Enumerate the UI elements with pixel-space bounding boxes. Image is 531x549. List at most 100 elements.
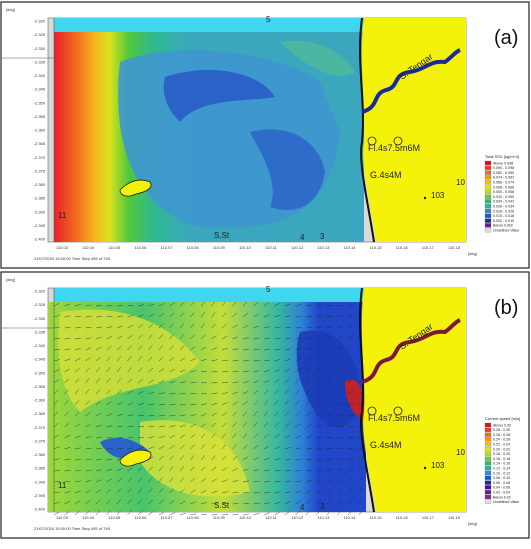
flow-arrow [53, 411, 58, 417]
flow-arrow [337, 468, 343, 472]
flow-arrow [179, 501, 186, 505]
flow-arrow [127, 402, 134, 406]
x-tick-label: 110.09 [213, 515, 226, 520]
flow-arrow [169, 392, 176, 395]
flow-arrow [305, 489, 312, 494]
flow-arrow [158, 323, 164, 329]
map-label: 5 [266, 15, 271, 24]
y-axis-unit: [deg] [6, 7, 15, 12]
flow-arrow [274, 379, 280, 384]
flow-arrow [179, 489, 185, 494]
flow-arrow [53, 338, 60, 340]
flow-arrow [211, 392, 218, 395]
flow-arrow [347, 378, 353, 384]
flow-arrow [169, 466, 174, 472]
flow-arrow [295, 411, 301, 417]
flow-arrow [284, 348, 291, 351]
flow-arrow [316, 389, 321, 395]
flow-arrow [200, 433, 206, 439]
flow-arrow [116, 437, 123, 439]
flow-arrow [127, 447, 134, 450]
x-tick-label: 110.15 [370, 515, 383, 520]
x-tick-label: 110.08 [187, 245, 200, 250]
y-tick-label: -2.370 [34, 425, 46, 430]
flow-arrow [263, 492, 270, 494]
flow-arrow [284, 423, 290, 428]
flow-arrow [242, 325, 249, 329]
flow-arrow [347, 390, 354, 395]
flow-arrow [116, 510, 121, 516]
flow-arrow [179, 357, 186, 362]
x-tick-label: 110.12 [291, 515, 304, 520]
x-tick-label: 110.14 [343, 515, 356, 520]
x-axis-unit: [deg] [468, 521, 477, 526]
flow-arrow [316, 400, 322, 406]
flow-arrow [316, 336, 323, 340]
flow-arrow [221, 514, 228, 516]
flow-arrow [190, 403, 197, 406]
flow-arrow [85, 337, 92, 340]
flow-arrow [358, 499, 363, 505]
legend-swatch [484, 213, 492, 218]
flow-arrow [53, 314, 60, 318]
flow-arrow [263, 349, 270, 351]
flow-arrow [326, 346, 332, 351]
flow-arrow [211, 478, 217, 483]
legend-swatch [484, 437, 492, 442]
flow-arrow [337, 478, 343, 483]
flow-arrow [284, 400, 289, 406]
flow-arrow [305, 304, 312, 307]
flow-arrow [221, 479, 228, 483]
map-label: 103 [431, 191, 445, 200]
flow-arrow [74, 480, 81, 483]
flow-arrow [305, 400, 311, 406]
flow-arrow [179, 334, 185, 340]
flow-arrow [242, 390, 249, 395]
flow-arrow [221, 467, 228, 472]
flow-arrow [284, 338, 291, 340]
flow-arrow [127, 510, 132, 516]
x-tick-label: 110.18 [448, 245, 461, 250]
flow-arrow [211, 301, 216, 307]
map-label: 3 [320, 232, 325, 241]
flow-arrow [169, 357, 175, 362]
flow-arrow [64, 327, 71, 329]
flow-arrow [200, 502, 207, 505]
flow-arrow [116, 315, 123, 318]
flow-arrow [190, 312, 195, 318]
flow-arrow [158, 477, 163, 483]
legend-label: 0.090 - 0.098 [493, 166, 514, 170]
flow-arrow [190, 455, 195, 461]
flow-arrow [305, 327, 312, 329]
flow-arrow [64, 358, 71, 362]
flow-arrow [190, 393, 197, 395]
flow-arrow [106, 389, 111, 395]
legend-swatch [484, 228, 492, 233]
flow-arrow [316, 459, 323, 461]
flow-arrow [127, 325, 133, 329]
map-label: S.St [214, 231, 230, 240]
flow-arrow [316, 448, 323, 450]
y-tick-label: -2.375 [34, 438, 46, 443]
flow-arrow [284, 368, 291, 373]
flow-arrow [253, 445, 259, 450]
flow-arrow [179, 393, 186, 395]
y-tick-label: -2.395 [34, 223, 46, 228]
flow-arrow [158, 425, 165, 428]
x-tick-label: 110.14 [343, 245, 356, 250]
flow-arrow [148, 303, 155, 307]
flow-arrow [232, 391, 239, 395]
flow-arrow [169, 323, 174, 329]
flow-arrow [64, 315, 71, 318]
flow-arrow [190, 301, 195, 307]
flow-arrow [179, 477, 185, 483]
flow-arrow [64, 480, 71, 483]
flow-arrow [326, 448, 333, 450]
flow-arrow [326, 401, 333, 406]
flow-arrow [106, 468, 113, 472]
flow-arrow [316, 356, 322, 362]
flow-arrow [158, 466, 164, 472]
legend-label: Below 0.002 [493, 224, 513, 228]
flow-arrow [326, 413, 333, 417]
